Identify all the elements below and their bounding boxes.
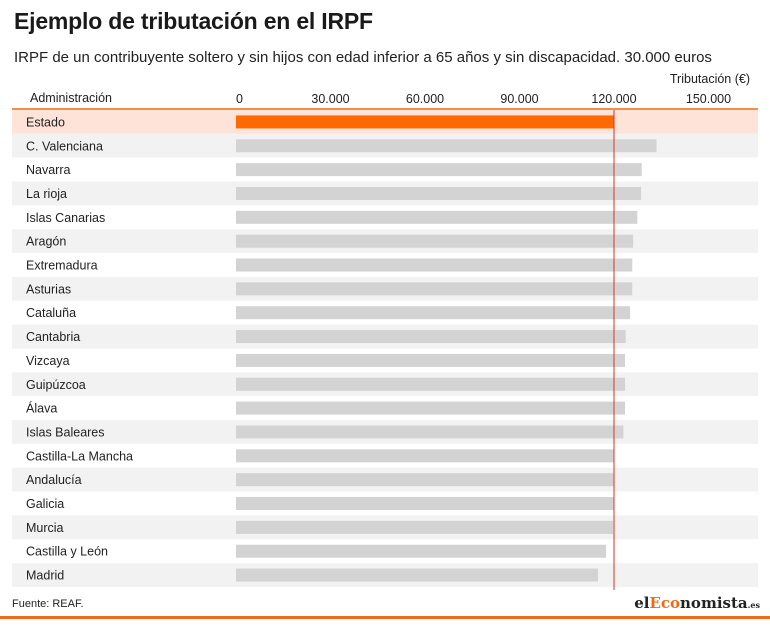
table-row: Aragón bbox=[12, 229, 758, 254]
rows: Estado C. Valenciana Navarra La rioja Islas … bbox=[12, 110, 758, 587]
category-label: Álava bbox=[26, 401, 57, 416]
table-row: Vizcaya bbox=[12, 348, 758, 373]
category-label: Cantabria bbox=[26, 330, 80, 344]
table-row: Estado bbox=[12, 110, 758, 134]
table-row: Álava bbox=[12, 396, 758, 421]
table-row: La rioja bbox=[12, 181, 758, 206]
chart-title: Ejemplo de tributación en el IRPF bbox=[14, 8, 373, 34]
value-axis-label: Tributación (€) bbox=[669, 72, 750, 86]
category-label: Guipúzcoa bbox=[26, 378, 86, 392]
category-label: Cataluña bbox=[26, 306, 76, 320]
table-row: Castilla y León bbox=[12, 539, 758, 564]
category-label: Estado bbox=[26, 115, 65, 129]
category-label: Murcia bbox=[26, 521, 64, 535]
bar bbox=[236, 425, 624, 439]
bar bbox=[236, 258, 633, 272]
table-row: Islas Baleares bbox=[12, 420, 758, 444]
logo-suffix: nomista bbox=[680, 594, 748, 612]
category-label: Andalucía bbox=[26, 473, 82, 487]
source-note: Fuente: REAF. bbox=[12, 598, 84, 610]
category-label: C. Valenciana bbox=[26, 139, 103, 153]
bar bbox=[236, 210, 638, 224]
bar bbox=[236, 473, 614, 487]
chart-subtitle: IRPF de un contribuyente soltero y sin h… bbox=[14, 49, 712, 66]
category-label: Aragón bbox=[26, 235, 66, 249]
category-label: Vizcaya bbox=[26, 354, 70, 368]
table-row: Andalucía bbox=[12, 467, 758, 492]
bar bbox=[236, 401, 626, 415]
bar bbox=[236, 186, 642, 200]
tick-labels: 0 30.000 60.000 90.000 120.000 150.000 bbox=[236, 92, 731, 106]
category-label: Castilla-La Mancha bbox=[26, 449, 133, 463]
logo-accent: Eco bbox=[649, 594, 681, 612]
bar bbox=[236, 544, 607, 558]
bar bbox=[236, 353, 626, 367]
table-row: Madrid bbox=[12, 563, 758, 587]
tick-label: 30.000 bbox=[311, 92, 349, 106]
publisher-logo: elEconomista.es bbox=[634, 594, 760, 612]
bar bbox=[236, 282, 633, 296]
table-row: Castilla-La Mancha bbox=[12, 443, 758, 468]
table-row: Cantabria bbox=[12, 324, 758, 349]
category-label: Madrid bbox=[26, 569, 64, 583]
bar bbox=[236, 497, 614, 511]
tick-label: 90.000 bbox=[500, 92, 538, 106]
table-row: Extremadura bbox=[12, 253, 758, 277]
category-label: La rioja bbox=[26, 187, 67, 201]
tick-label: 150.000 bbox=[686, 92, 731, 106]
bar bbox=[236, 163, 642, 177]
table-row: Asturias bbox=[12, 276, 758, 301]
category-label: Navarra bbox=[26, 163, 71, 177]
bar bbox=[236, 330, 626, 344]
bar bbox=[236, 449, 614, 463]
table-row: C. Valenciana bbox=[12, 133, 758, 158]
bar bbox=[236, 139, 657, 153]
category-column-header: Administración bbox=[30, 91, 112, 105]
category-label: Asturias bbox=[26, 282, 71, 296]
tick-label: 0 bbox=[236, 92, 243, 106]
category-label: Galicia bbox=[26, 497, 64, 511]
table-row: Cataluña bbox=[12, 300, 758, 325]
logo-tld: .es bbox=[747, 600, 760, 610]
table-row: Navarra bbox=[12, 157, 758, 182]
table-row: Guipúzcoa bbox=[12, 372, 758, 397]
bar bbox=[236, 520, 614, 534]
bar bbox=[236, 234, 634, 248]
table-row: Galicia bbox=[12, 491, 758, 516]
logo-prefix: el bbox=[634, 594, 650, 612]
table-row: Islas Canarias bbox=[12, 205, 758, 230]
bar bbox=[236, 377, 626, 391]
table-row: Murcia bbox=[12, 515, 758, 540]
category-label: Islas Baleares bbox=[26, 425, 105, 439]
tick-label: 60.000 bbox=[406, 92, 444, 106]
bar bbox=[236, 306, 631, 320]
bottom-rule bbox=[0, 616, 770, 619]
tick-label: 120.000 bbox=[591, 92, 636, 106]
bar bbox=[236, 115, 614, 129]
bar bbox=[236, 568, 598, 582]
category-label: Castilla y León bbox=[26, 545, 108, 559]
category-label: Islas Canarias bbox=[26, 211, 105, 225]
category-label: Extremadura bbox=[26, 259, 98, 273]
